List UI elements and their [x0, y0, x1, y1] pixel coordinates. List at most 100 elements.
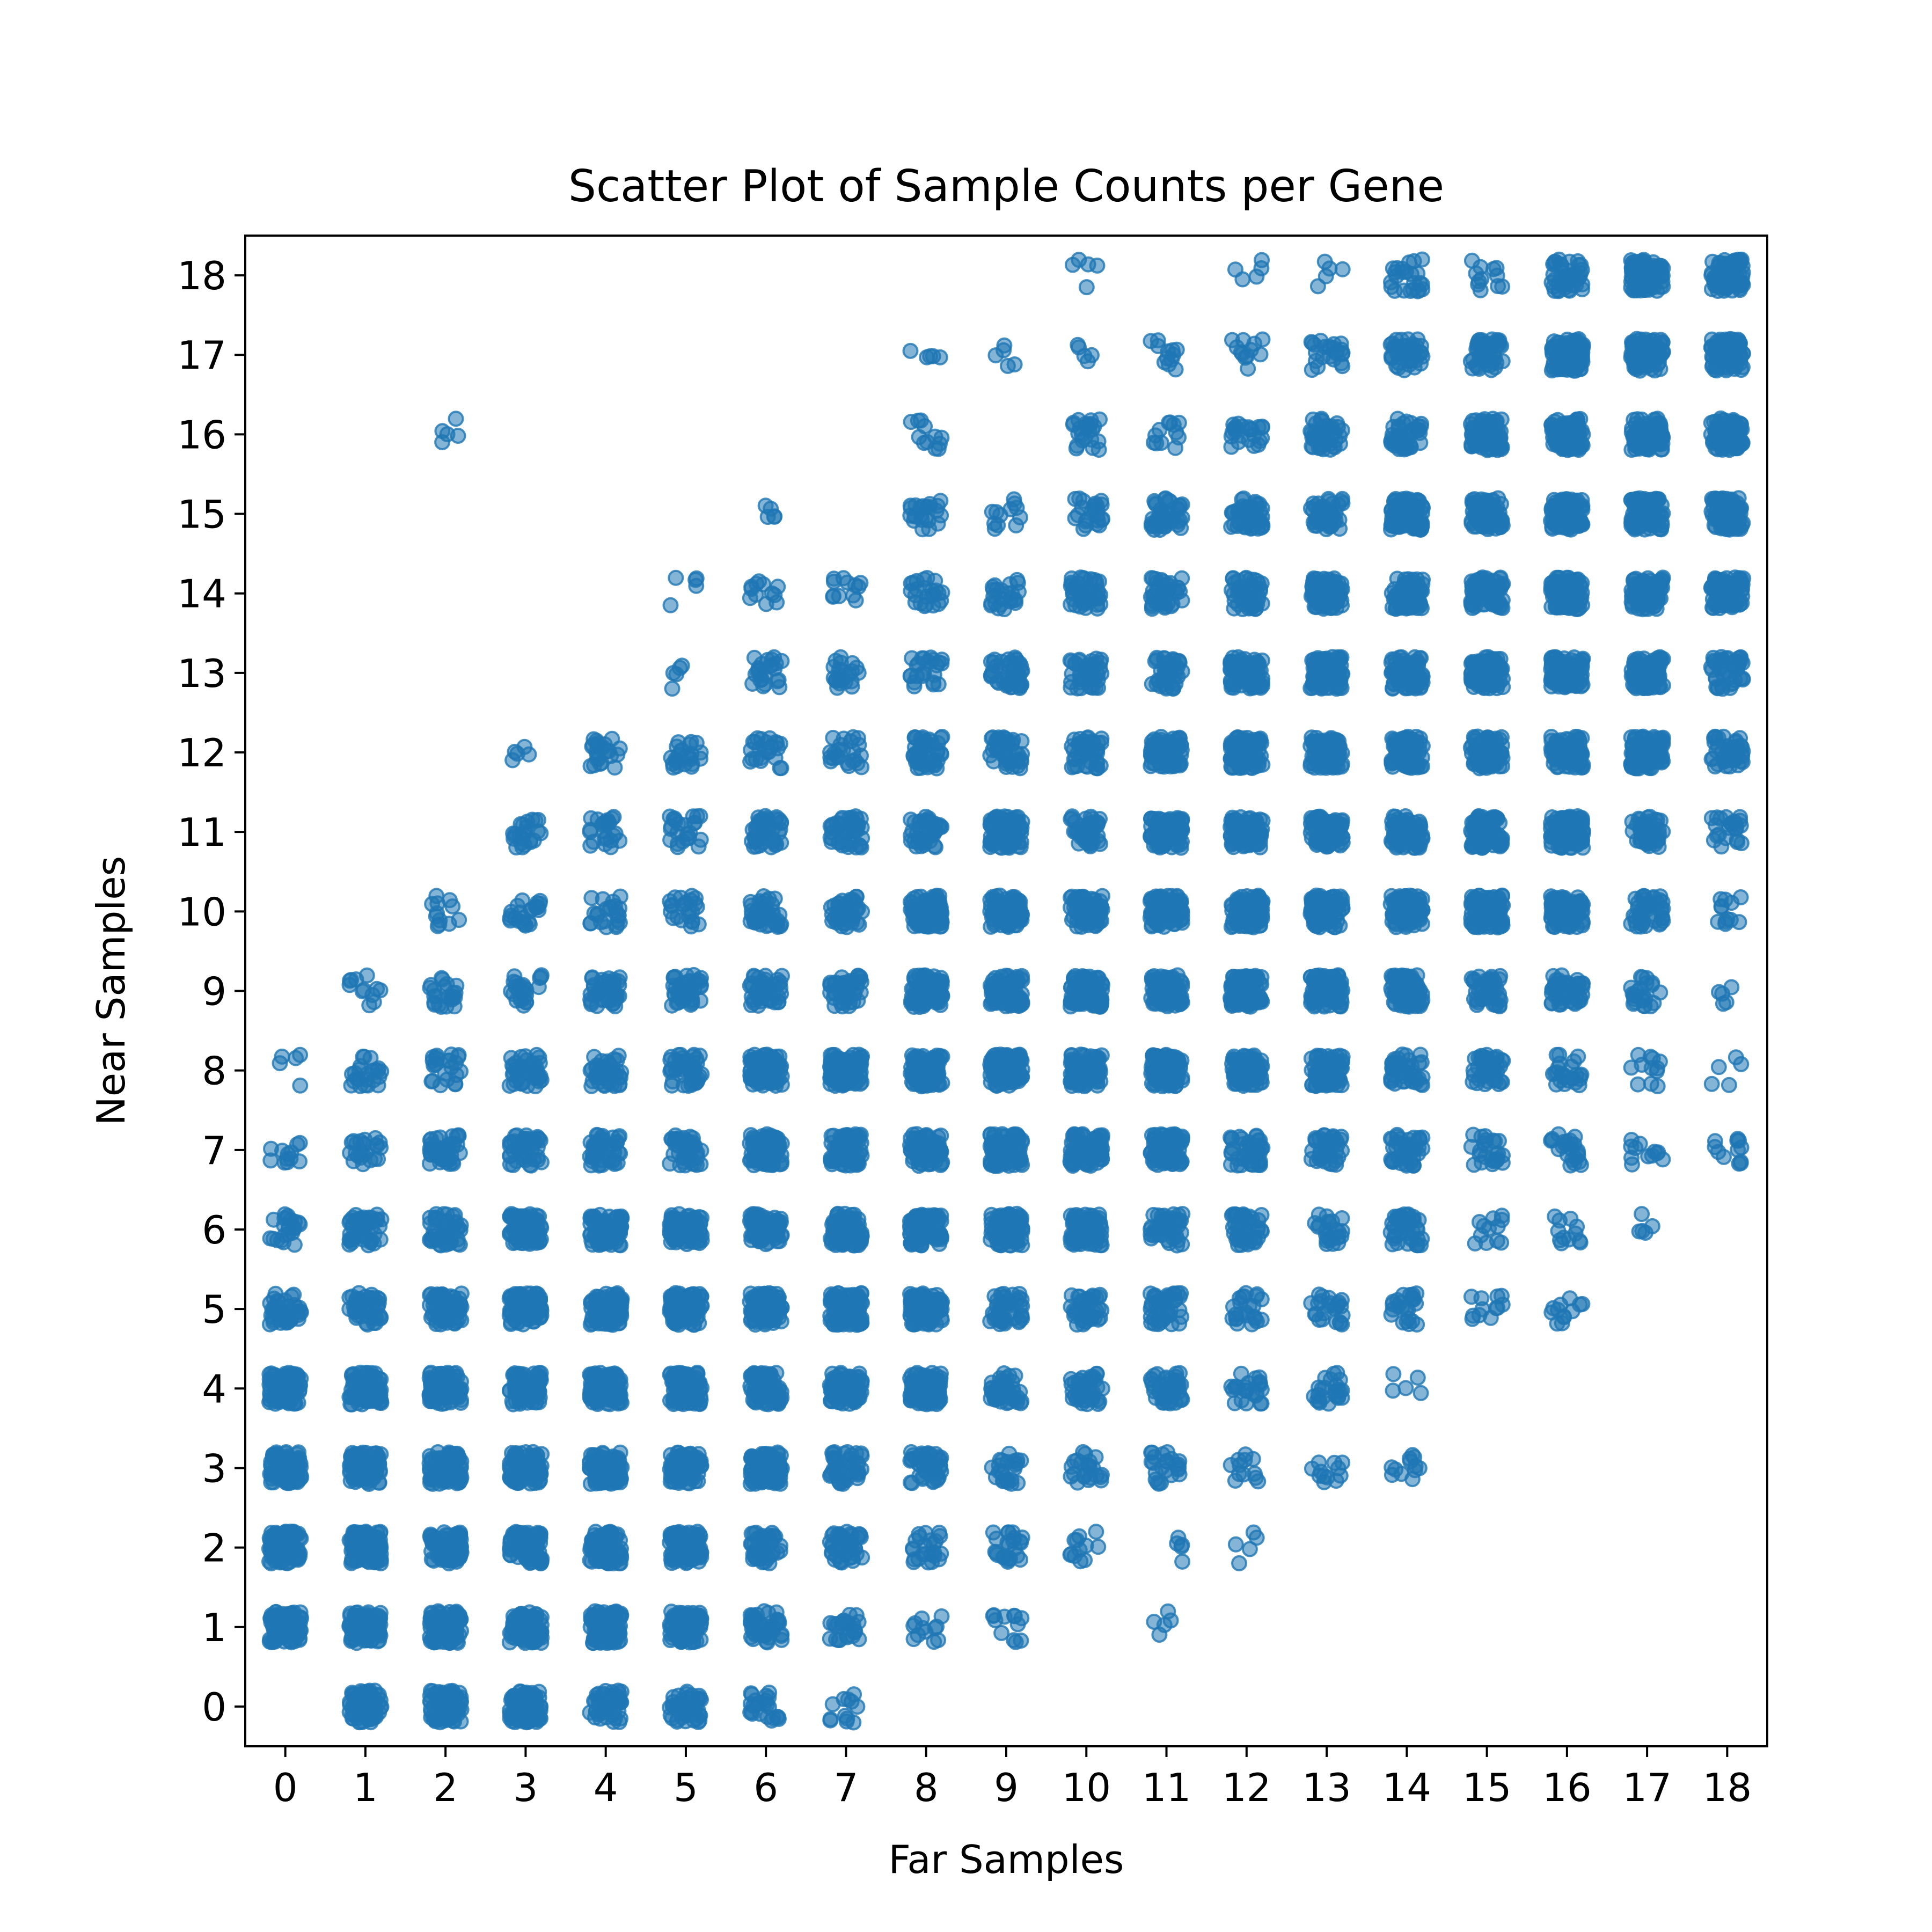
data-point: [1335, 1391, 1349, 1405]
data-point: [854, 1446, 868, 1460]
data-point: [1318, 1469, 1331, 1483]
data-point: [1092, 1395, 1106, 1409]
data-point: [770, 1710, 784, 1724]
data-point: [347, 1451, 361, 1465]
data-point: [1408, 1463, 1422, 1477]
data-point: [432, 1548, 446, 1562]
data-point: [510, 1610, 524, 1624]
data-point: [768, 1313, 782, 1327]
data-point: [694, 1290, 708, 1304]
data-point: [933, 1303, 947, 1317]
data-point: [372, 1706, 386, 1719]
data-point: [854, 1316, 868, 1330]
data-point: [1010, 1456, 1024, 1470]
data-point: [998, 1312, 1012, 1326]
data-point: [1331, 1296, 1345, 1309]
data-point: [837, 1473, 851, 1487]
data-point: [429, 1314, 443, 1328]
data-point: [1399, 1381, 1413, 1395]
data-point: [823, 1714, 837, 1728]
chart-title: Scatter Plot of Sample Counts per Gene: [568, 161, 1444, 212]
data-point: [1009, 1393, 1023, 1407]
data-point: [590, 1224, 604, 1238]
data-point: [757, 1447, 771, 1461]
data-point: [765, 1377, 779, 1391]
data-point: [343, 1619, 357, 1633]
data-point: [692, 1236, 706, 1250]
data-point: [749, 1395, 763, 1409]
data-point: [837, 1692, 851, 1706]
data-point: [1229, 1538, 1243, 1552]
data-point: [263, 1467, 277, 1481]
data-point: [454, 1313, 468, 1327]
data-point: [850, 1547, 863, 1561]
data-point: [903, 1371, 917, 1385]
data-point: [989, 1613, 1002, 1627]
data-point: [591, 1690, 605, 1704]
data-point: [1304, 1296, 1318, 1310]
data-point: [533, 1371, 547, 1385]
data-point: [1145, 1373, 1159, 1387]
data-point: [1094, 1474, 1108, 1488]
data-point: [424, 1232, 438, 1246]
data-point: [916, 1547, 930, 1561]
data-point: [275, 1607, 289, 1621]
data-point: [1414, 1386, 1428, 1400]
data-point: [345, 1368, 359, 1382]
data-point: [693, 1216, 707, 1230]
data-point: [835, 1387, 849, 1401]
data-point: [833, 1367, 847, 1381]
data-point: [265, 1541, 279, 1555]
data-point: [275, 1457, 289, 1471]
data-point: [1089, 1525, 1103, 1539]
data-point: [528, 1553, 541, 1567]
data-point: [433, 1380, 447, 1394]
data-point: [533, 1625, 547, 1639]
data-point: [1312, 1455, 1326, 1469]
data-point: [1001, 1555, 1015, 1569]
data-point: [1333, 1315, 1347, 1329]
data-point: [1473, 1308, 1487, 1322]
data-point: [747, 1611, 761, 1625]
data-point: [350, 1708, 364, 1722]
data-point: [583, 1211, 597, 1225]
data-point: [269, 1624, 283, 1638]
data-point: [1002, 1538, 1016, 1552]
data-point: [369, 1312, 383, 1326]
data-point: [1247, 1299, 1261, 1313]
data-point: [1173, 1303, 1187, 1317]
data-point: [1474, 1291, 1488, 1305]
data-point: [680, 1555, 694, 1569]
data-point: [678, 1377, 692, 1391]
data-point: [852, 1632, 866, 1646]
data-point: [1172, 1454, 1186, 1468]
data-point: [905, 1452, 919, 1466]
data-point: [277, 1530, 291, 1544]
data-point: [692, 1302, 706, 1316]
data-point: [345, 1544, 358, 1558]
data-point: [746, 1552, 760, 1566]
data-point: [846, 1716, 860, 1730]
data-point: [280, 1211, 294, 1225]
data-point: [1089, 1450, 1103, 1464]
data-point: [612, 1686, 626, 1700]
data-point: [675, 1298, 689, 1312]
data-point: [523, 1689, 537, 1703]
data-point: [1243, 1542, 1257, 1556]
data-point: [358, 1526, 372, 1540]
data-point: [984, 1392, 998, 1406]
data-point: [282, 1306, 296, 1320]
data-point: [1233, 1296, 1247, 1310]
data-point: [613, 1627, 627, 1641]
data-point: [1232, 1556, 1246, 1570]
data-point: [1147, 1615, 1161, 1629]
data-point: [924, 1461, 938, 1475]
data-point: [1012, 1315, 1026, 1329]
data-point: [676, 1693, 690, 1707]
data-point: [517, 1233, 531, 1247]
data-point: [1152, 1477, 1166, 1491]
data-point: [753, 1473, 767, 1487]
data-point: [672, 1315, 686, 1329]
data-point: [853, 1292, 867, 1306]
data-point: [284, 1634, 298, 1648]
